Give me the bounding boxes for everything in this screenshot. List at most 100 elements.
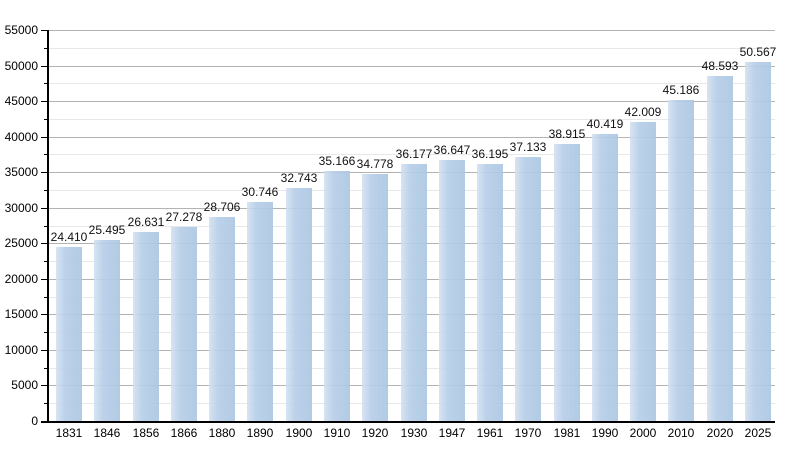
x-tick-label: 1981: [553, 426, 581, 440]
y-tick-label: 15000: [4, 307, 38, 321]
bar-value-label: 36.195: [471, 147, 509, 161]
bar: [477, 163, 503, 421]
y-axis-tick: [41, 101, 48, 102]
y-axis-tick: [41, 172, 48, 173]
x-tick-label: 1947: [438, 426, 466, 440]
bar: [56, 247, 82, 421]
x-tick-label: 1856: [132, 426, 160, 440]
gridline-major: [48, 137, 775, 138]
y-axis-tick: [41, 243, 48, 244]
x-tick-label: 1880: [208, 426, 236, 440]
bar: [554, 144, 580, 421]
bar: [286, 188, 312, 421]
x-tick-label: 1866: [170, 426, 198, 440]
bar: [630, 122, 656, 421]
y-axis-tick: [41, 314, 48, 315]
y-axis-minor-tick: [44, 119, 48, 120]
y-tick-label: 50000: [4, 59, 38, 73]
bar: [362, 173, 388, 421]
y-tick-label: 55000: [4, 23, 38, 37]
y-tick-label: 10000: [4, 343, 38, 357]
x-tick-label: 1910: [323, 426, 351, 440]
y-axis-minor-tick: [44, 297, 48, 298]
gridline-minor: [48, 83, 775, 84]
gridline-major: [48, 30, 775, 31]
bar: [209, 216, 235, 421]
y-axis-tick: [41, 279, 48, 280]
gridline-minor: [48, 48, 775, 49]
y-axis-tick: [41, 350, 48, 351]
bar: [592, 133, 618, 421]
x-tick-label: 1890: [246, 426, 274, 440]
bar-value-label: 27.278: [165, 210, 203, 224]
bar: [668, 99, 694, 421]
bar-value-label: 36.177: [395, 147, 433, 161]
y-axis-minor-tick: [44, 226, 48, 227]
y-tick-label: 30000: [4, 201, 38, 215]
bar: [707, 75, 733, 421]
x-tick-label: 1961: [476, 426, 504, 440]
y-tick-label: 5000: [11, 378, 38, 392]
bar-value-label: 32.743: [280, 171, 318, 185]
bar-value-label: 30.746: [241, 185, 279, 199]
y-axis-minor-tick: [44, 332, 48, 333]
bar-value-label: 40.419: [586, 117, 624, 131]
y-axis-line: [47, 30, 49, 422]
x-tick-label: 2020: [706, 426, 734, 440]
y-tick-label: 0: [31, 414, 38, 428]
y-tick-label: 20000: [4, 272, 38, 286]
gridline-major: [48, 101, 775, 102]
bar-value-label: 42.009: [624, 105, 662, 119]
gridline-major: [48, 66, 775, 67]
y-tick-label: 25000: [4, 236, 38, 250]
bar-value-label: 36.647: [433, 143, 471, 157]
x-axis-line: [41, 421, 775, 423]
bar-value-label: 25.495: [88, 223, 126, 237]
y-axis-minor-tick: [44, 261, 48, 262]
x-tick-label: 1900: [285, 426, 313, 440]
bar: [324, 171, 350, 421]
y-tick-label: 35000: [4, 165, 38, 179]
y-axis-minor-tick: [44, 154, 48, 155]
y-axis-minor-tick: [44, 48, 48, 49]
y-axis-tick: [41, 66, 48, 67]
x-tick-label: 1970: [514, 426, 542, 440]
bar: [94, 239, 120, 421]
x-tick-label: 1831: [55, 426, 83, 440]
y-axis-minor-tick: [44, 403, 48, 404]
bar: [247, 202, 273, 421]
bar: [439, 160, 465, 421]
bar-value-label: 34.778: [356, 157, 394, 171]
y-axis-tick: [41, 30, 48, 31]
bar-value-label: 38.915: [548, 127, 586, 141]
bar-value-label: 28.706: [203, 200, 241, 214]
bar-value-label: 45.186: [662, 83, 700, 97]
x-tick-label: 1846: [93, 426, 121, 440]
y-axis-tick: [41, 385, 48, 386]
bar-value-label: 48.593: [701, 59, 739, 73]
x-tick-label: 2025: [744, 426, 772, 440]
gridline-minor: [48, 119, 775, 120]
bar-value-label: 26.631: [127, 215, 165, 229]
x-tick-label: 2010: [667, 426, 695, 440]
x-tick-label: 1930: [400, 426, 428, 440]
y-axis-minor-tick: [44, 368, 48, 369]
x-tick-label: 1920: [361, 426, 389, 440]
gridline-minor: [48, 154, 775, 155]
y-tick-label: 45000: [4, 94, 38, 108]
bar: [515, 157, 541, 421]
y-axis-minor-tick: [44, 190, 48, 191]
bar-value-label: 35.166: [318, 154, 356, 168]
bar: [171, 227, 197, 421]
bar-value-label: 50.567: [739, 45, 777, 59]
y-axis-tick: [41, 208, 48, 209]
x-tick-label: 1990: [591, 426, 619, 440]
y-axis-tick: [41, 137, 48, 138]
y-axis-minor-tick: [44, 83, 48, 84]
bar-value-label: 24.410: [50, 230, 88, 244]
y-tick-label: 40000: [4, 130, 38, 144]
bar: [401, 163, 427, 421]
bar-value-label: 37.133: [509, 140, 547, 154]
x-tick-label: 2000: [629, 426, 657, 440]
